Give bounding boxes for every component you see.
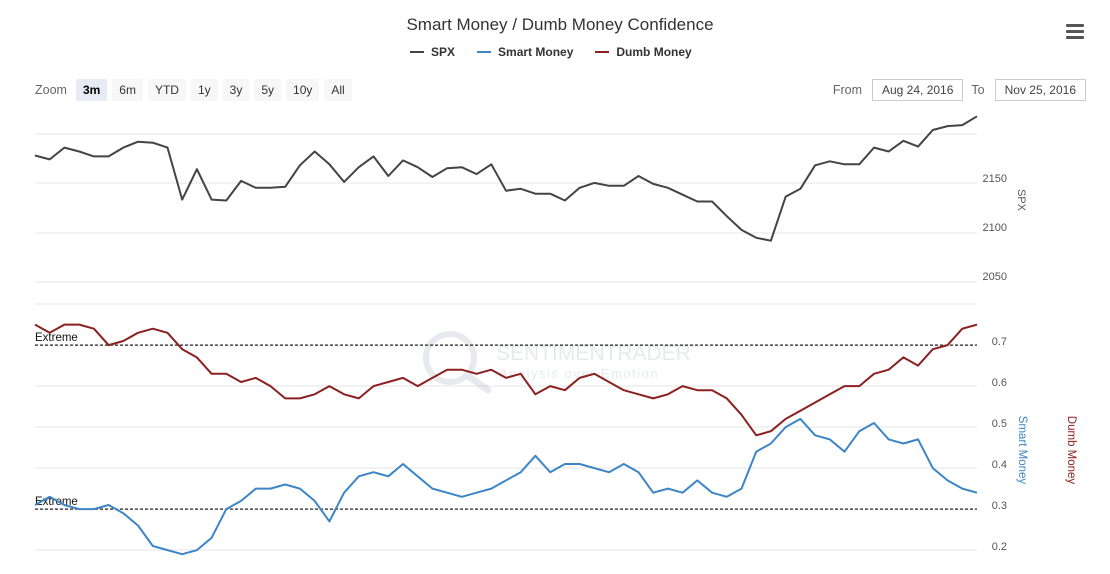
legend-swatch-smart-money	[477, 51, 492, 53]
hamburger-menu-icon[interactable]	[1066, 24, 1084, 40]
zoom-button-3m[interactable]: 3m	[75, 79, 108, 101]
zoom-button-ytd[interactable]: YTD	[147, 79, 186, 101]
range-to-label: To	[971, 83, 985, 97]
chart-title: Smart Money / Dumb Money Confidence	[406, 15, 714, 34]
date-range-selector: From Aug 24, 2016 To Nov 25, 2016	[833, 79, 1086, 101]
legend-label-dumb-money: Dumb Money	[616, 45, 692, 59]
legend-swatch-spx	[410, 51, 424, 53]
zoom-selector: Zoom 3m 6m YTD 1y 3y 5y 10y All	[35, 79, 352, 101]
range-from-label: From	[832, 83, 862, 97]
y-tick-label: 0.5	[992, 418, 1007, 430]
series-line-spx[interactable]	[34, 115, 978, 242]
axis-label-dumb-money: Dumb Money	[1065, 416, 1077, 485]
chart-legend: SPX Smart Money Dumb Money	[410, 45, 692, 59]
watermark-handle-icon	[464, 372, 492, 394]
watermark-subtitle: Analysis over Emotion	[499, 366, 659, 381]
y-tick-label: 0.2	[992, 541, 1007, 553]
y-tick-label: 2150	[983, 173, 1007, 185]
axis-ticks: 2050 2100 2150 0.2 0.3 0.4 0.5 0.6 0.7	[983, 173, 1007, 553]
zoom-button-10y[interactable]: 10y	[286, 79, 320, 101]
watermark-title: SENTIMENTRADER	[496, 342, 691, 365]
series-line-dumb-money[interactable]	[34, 323, 978, 437]
extreme-annotation-label: Extreme	[35, 332, 78, 344]
legend-item-spx[interactable]: SPX	[410, 45, 455, 59]
y-tick-label: 0.4	[992, 459, 1007, 471]
legend-item-smart-money[interactable]: Smart Money	[477, 45, 573, 59]
axis-label-smart-money: Smart Money	[1016, 416, 1028, 485]
legend-label-smart-money: Smart Money	[498, 45, 574, 59]
watermark: SENTIMENTRADER Analysis over Emotion	[423, 331, 691, 394]
y-tick-label: 0.6	[992, 377, 1007, 389]
legend-item-dumb-money[interactable]: Dumb Money	[595, 45, 692, 59]
y-tick-label: 2050	[983, 271, 1007, 283]
legend-label-spx: SPX	[431, 45, 456, 59]
y-tick-label: 0.7	[992, 336, 1007, 348]
zoom-label: Zoom	[35, 83, 67, 97]
y-tick-label: 2100	[983, 222, 1007, 234]
series-lines	[34, 115, 978, 556]
axis-label-spx: SPX	[1015, 189, 1027, 212]
range-to-input[interactable]: Nov 25, 2016	[994, 79, 1086, 101]
zoom-button-all[interactable]: All	[324, 79, 352, 101]
legend-swatch-dumb-money	[595, 51, 610, 53]
y-tick-label: 0.3	[992, 500, 1007, 512]
watermark-logo-icon	[423, 331, 477, 385]
zoom-button-1y[interactable]: 1y	[190, 79, 218, 101]
zoom-button-5y[interactable]: 5y	[254, 79, 282, 101]
zoom-button-3y[interactable]: 3y	[222, 79, 250, 101]
range-from-input[interactable]: Aug 24, 2016	[872, 79, 964, 101]
series-line-smart-money[interactable]	[34, 417, 978, 556]
zoom-button-6m[interactable]: 6m	[112, 79, 143, 101]
